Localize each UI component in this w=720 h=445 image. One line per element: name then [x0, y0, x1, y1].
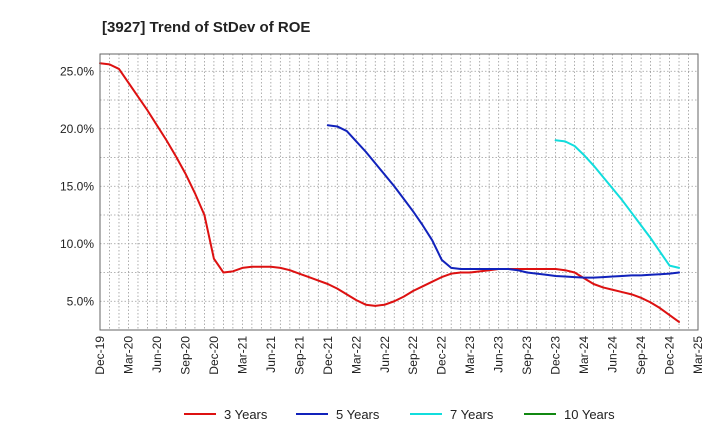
y-tick-label: 5.0% [67, 294, 95, 308]
x-tick-label: Dec-21 [321, 336, 335, 375]
y-tick-label: 10.0% [60, 237, 94, 251]
y-tick-label: 25.0% [60, 64, 94, 78]
x-tick-label: Mar-20 [121, 336, 135, 374]
legend-label: 3 Years [224, 407, 268, 422]
y-tick-label: 20.0% [60, 122, 94, 136]
x-tick-label: Jun-22 [378, 336, 392, 373]
x-tick-label: Mar-22 [349, 336, 363, 374]
x-tick-label: Sep-23 [520, 336, 534, 375]
x-tick-label: Mar-25 [691, 336, 705, 374]
x-tick-label: Jun-21 [264, 336, 278, 373]
legend: 3 Years 5 Years 7 Years 10 Years [184, 407, 615, 422]
x-tick-label: Sep-20 [178, 336, 192, 375]
chart-title: [3927] Trend of StDev of ROE [102, 19, 310, 36]
x-tick-label: Dec-23 [549, 336, 563, 375]
grid [100, 54, 698, 330]
x-tick-label: Jun-24 [606, 336, 620, 373]
legend-label: 5 Years [336, 407, 380, 422]
x-tick-label: Sep-22 [406, 336, 420, 375]
series-line-3-years [99, 62, 681, 323]
x-axis-ticks: Dec-19 Mar-20 Jun-20 Sep-20 Dec-20 Mar-21 Jun-… [93, 336, 705, 375]
x-tick-label: Sep-21 [292, 336, 306, 375]
series-line-7-years [554, 139, 681, 269]
y-axis-ticks: 5.0% 10.0% 15.0% 20.0% 25.0% [60, 64, 94, 308]
y-tick-label: 15.0% [60, 179, 94, 193]
legend-label: 7 Years [450, 407, 494, 422]
plot-frame [99, 53, 699, 331]
x-tick-label: Dec-24 [663, 336, 677, 375]
x-tick-label: Sep-24 [634, 336, 648, 375]
x-tick-label: Dec-20 [207, 336, 221, 375]
series-line-5-years [326, 124, 681, 279]
x-tick-label: Dec-19 [93, 336, 107, 375]
x-tick-label: Mar-24 [577, 336, 591, 374]
x-tick-label: Jun-23 [492, 336, 506, 373]
x-tick-label: Jun-20 [150, 336, 164, 373]
series-group [99, 62, 681, 323]
x-tick-label: Mar-21 [235, 336, 249, 374]
x-tick-label: Mar-23 [463, 336, 477, 374]
legend-label: 10 Years [564, 407, 615, 422]
x-tick-label: Dec-22 [435, 336, 449, 375]
